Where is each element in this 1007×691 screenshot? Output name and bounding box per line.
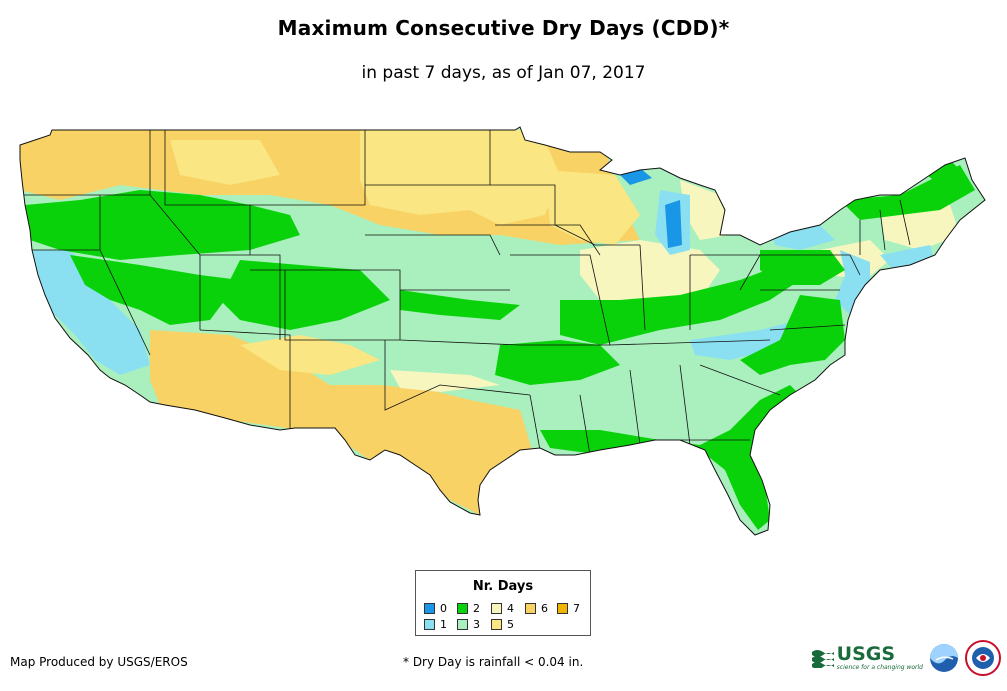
footnote-text: * Dry Day is rainfall < 0.04 in.	[403, 655, 584, 669]
legend-item-2: 2	[457, 602, 480, 615]
state-borders	[20, 130, 911, 456]
map-title: Maximum Consecutive Dry Days (CDD)*	[277, 16, 730, 40]
noaa-logo-icon	[930, 644, 958, 672]
legend-title: Nr. Days	[472, 579, 534, 594]
agency-logos: USGS science for a changing world	[811, 640, 1001, 676]
legend-label: 6	[541, 602, 548, 615]
legend-item-0: 0	[424, 602, 447, 615]
usgs-wave-icon	[811, 650, 834, 668]
legend-label: 0	[440, 602, 447, 615]
usgs-wordmark: USGS	[836, 643, 896, 665]
legend-label: 3	[473, 618, 480, 631]
legend-swatch	[557, 603, 568, 614]
legend-swatch	[424, 603, 435, 614]
legend-swatch	[491, 619, 502, 630]
legend-item-4: 4	[491, 602, 514, 615]
nws-logo-icon	[965, 640, 1001, 676]
legend-label: 1	[440, 618, 447, 631]
legend-label: 7	[573, 602, 580, 615]
usgs-logo: USGS science for a changing world	[811, 643, 923, 671]
legend-swatch	[491, 603, 502, 614]
legend-label: 4	[507, 602, 514, 615]
legend-item-6: 6	[525, 602, 548, 615]
us-outline	[19, 126, 986, 536]
legend-item-3: 3	[457, 618, 480, 631]
legend-swatch	[424, 619, 435, 630]
legend-swatch	[457, 603, 468, 614]
dry-days-fill	[20, 127, 985, 535]
legend-swatch	[525, 603, 536, 614]
map-subtitle: in past 7 days, as of Jan 07, 2017	[361, 63, 646, 83]
legend-item-5: 5	[491, 618, 514, 631]
us-cdd-map	[19, 126, 986, 536]
legend-item-7: 7	[557, 602, 580, 615]
legend: Nr. Days 0 1 2 3 4 5 6 7	[415, 570, 591, 636]
usgs-tagline: science for a changing world	[836, 664, 923, 671]
legend-label: 5	[507, 618, 514, 631]
legend-swatch	[457, 619, 468, 630]
legend-label: 2	[473, 602, 480, 615]
credit-text: Map Produced by USGS/EROS	[10, 655, 188, 669]
legend-item-1: 1	[424, 618, 447, 631]
